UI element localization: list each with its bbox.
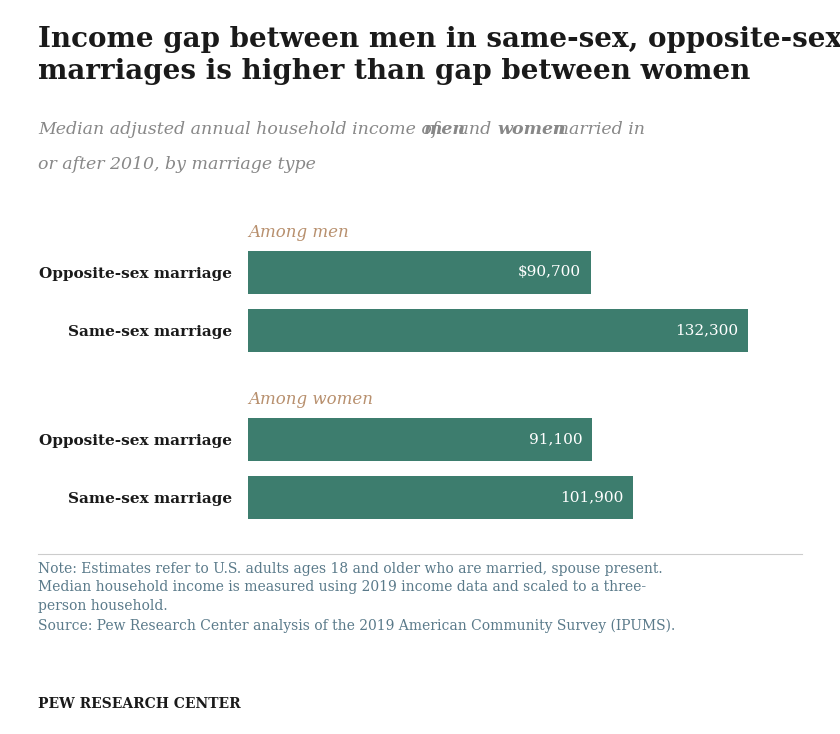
Text: Median adjusted annual household income of: Median adjusted annual household income … (38, 121, 444, 138)
Text: Among women: Among women (248, 390, 373, 407)
Bar (248, 476, 633, 520)
Text: $90,700: $90,700 (518, 265, 581, 280)
Text: 132,300: 132,300 (675, 324, 738, 338)
Text: Note: Estimates refer to U.S. adults ages 18 and older who are married, spouse p: Note: Estimates refer to U.S. adults age… (38, 562, 675, 633)
Text: Among men: Among men (248, 224, 349, 241)
Text: Income gap between men in same-sex, opposite-sex
marriages is higher than gap be: Income gap between men in same-sex, oppo… (38, 26, 840, 85)
Text: men: men (423, 121, 465, 138)
Bar (248, 418, 592, 461)
Text: PEW RESEARCH CENTER: PEW RESEARCH CENTER (38, 697, 240, 711)
Text: 101,900: 101,900 (560, 491, 623, 505)
Bar (248, 250, 591, 294)
Text: and: and (453, 121, 496, 138)
Text: women: women (498, 121, 566, 138)
Text: 91,100: 91,100 (529, 432, 583, 446)
Text: married in: married in (547, 121, 645, 138)
Bar (248, 309, 748, 352)
Text: or after 2010, by marriage type: or after 2010, by marriage type (38, 156, 316, 173)
